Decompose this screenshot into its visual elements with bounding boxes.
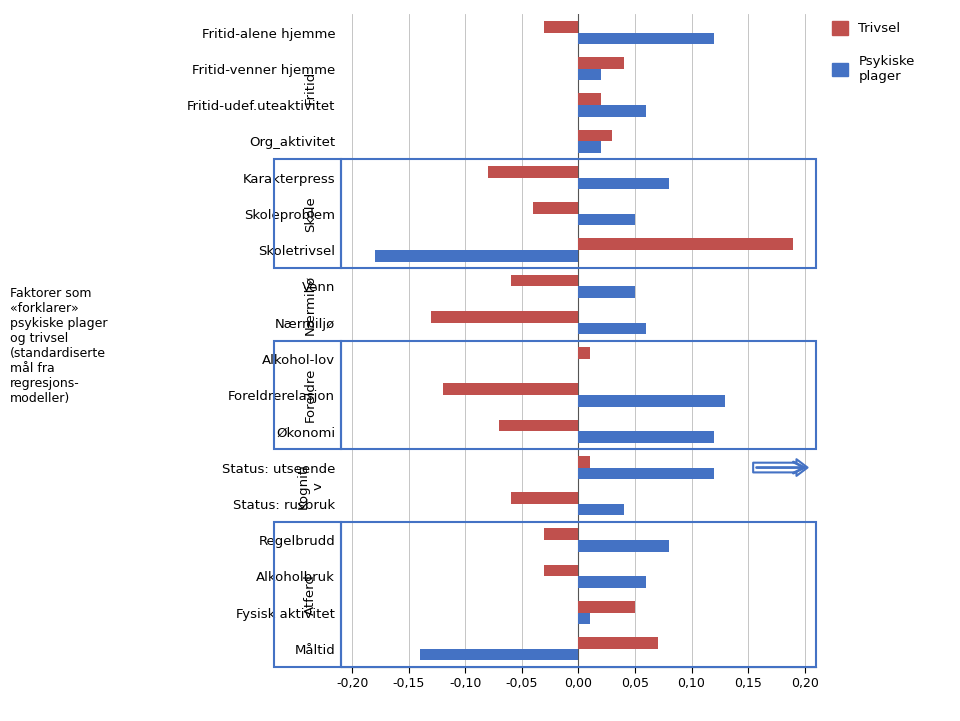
Bar <box>578 32 714 44</box>
Text: Kogniti
v: Kogniti v <box>297 463 324 508</box>
Legend: Trivsel, Psykiske
plager: Trivsel, Psykiske plager <box>832 21 915 83</box>
Bar <box>578 68 601 81</box>
Text: Atferd: Atferd <box>304 574 317 615</box>
Bar <box>578 540 669 552</box>
Bar <box>420 649 578 660</box>
Bar <box>274 340 341 449</box>
Bar <box>341 340 816 449</box>
Bar <box>578 94 601 105</box>
Text: Fritid: Fritid <box>304 70 317 104</box>
Bar <box>511 275 578 286</box>
Bar <box>341 522 816 667</box>
Bar <box>544 565 578 576</box>
Bar <box>578 456 589 467</box>
Bar <box>578 348 589 359</box>
Bar <box>374 250 578 262</box>
Text: Foreldre: Foreldre <box>304 368 317 423</box>
Bar <box>488 166 578 177</box>
Bar <box>274 159 341 268</box>
Bar <box>533 202 578 214</box>
Bar <box>578 105 646 117</box>
Text: Skole: Skole <box>304 196 317 231</box>
Bar <box>578 141 601 153</box>
Bar <box>274 522 341 667</box>
Bar <box>431 311 578 322</box>
Bar <box>578 130 612 141</box>
Bar <box>544 528 578 540</box>
Text: Faktorer som
«forklarer»
psykiske plager
og trivsel
(standardiserte
mål fra
regr: Faktorer som «forklarer» psykiske plager… <box>10 287 108 405</box>
Bar <box>578 467 714 479</box>
Bar <box>578 504 624 516</box>
Bar <box>443 384 578 395</box>
Bar <box>578 637 658 649</box>
Bar <box>578 239 793 250</box>
Bar <box>511 492 578 504</box>
Bar <box>578 286 635 298</box>
Bar <box>578 177 669 189</box>
Bar <box>544 21 578 32</box>
Bar <box>578 214 635 226</box>
Bar <box>578 601 635 613</box>
Bar <box>578 322 646 334</box>
Bar <box>578 576 646 588</box>
Text: Nærmiljø: Nærmiljø <box>304 274 317 335</box>
Bar <box>578 395 726 407</box>
Bar <box>578 613 589 624</box>
Bar <box>499 420 578 431</box>
Bar <box>578 431 714 443</box>
Bar <box>341 159 816 268</box>
Bar <box>578 57 624 68</box>
